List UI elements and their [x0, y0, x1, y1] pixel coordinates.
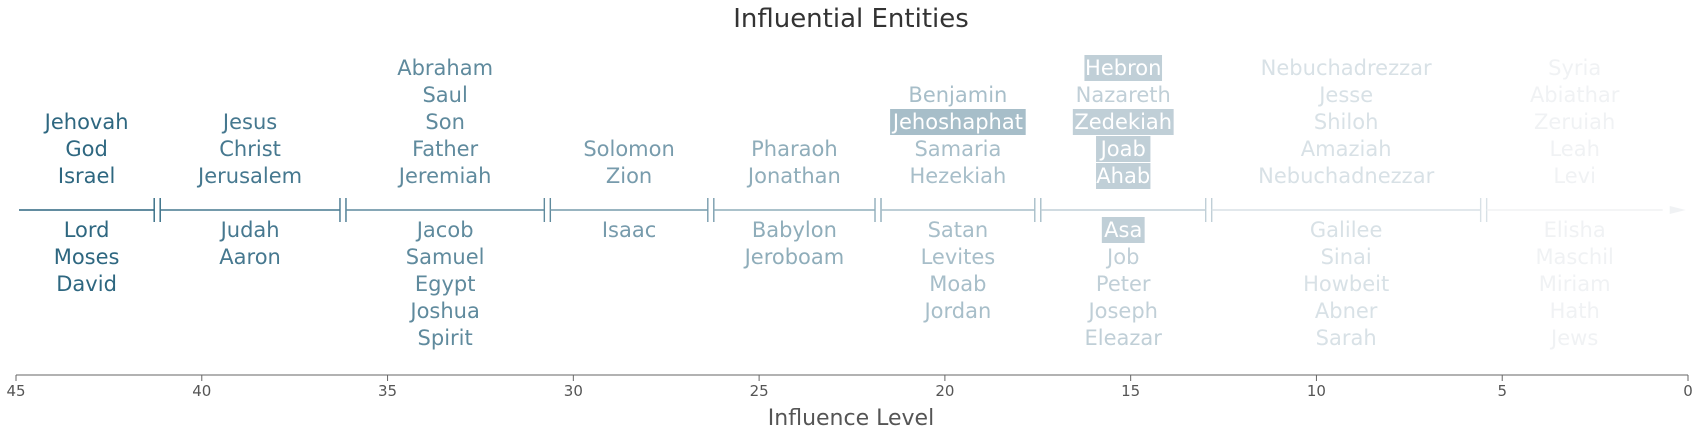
entity-label-saul: Saul	[422, 83, 467, 107]
x-tick-label: 40	[192, 382, 211, 400]
entity-label-isaac: Isaac	[602, 218, 656, 242]
entity-label-job: Job	[1105, 245, 1139, 269]
entity-label-samaria: Samaria	[914, 137, 1001, 161]
entity-highlight	[1096, 136, 1151, 162]
entity-label-son: Son	[425, 110, 465, 134]
entity-label-jeroboam: Jeroboam	[743, 245, 845, 269]
entity-highlight	[1084, 55, 1163, 81]
entity-label-miriam: Miriam	[1539, 272, 1611, 296]
entity-label-hezekiah: Hezekiah	[909, 164, 1006, 188]
entity-highlight	[890, 109, 1026, 135]
entity-label-jeremiah: Jeremiah	[397, 164, 492, 188]
entity-label-spirit: Spirit	[418, 326, 473, 350]
entity-label-joseph: Joseph	[1086, 299, 1158, 323]
x-tick-label: 30	[564, 382, 583, 400]
entity-label-zion: Zion	[606, 164, 652, 188]
entity-label-maschil: Maschil	[1535, 245, 1613, 269]
entity-label-jesse: Jesse	[1317, 83, 1373, 107]
x-tick-label: 5	[1497, 382, 1507, 400]
chart-title: Influential Entities	[733, 4, 969, 34]
x-tick-label: 25	[750, 382, 769, 400]
x-tick-label: 20	[935, 382, 954, 400]
entity-label-nazareth: Nazareth	[1076, 83, 1171, 107]
entity-label-asa: Asa	[1104, 218, 1142, 242]
entity-label-david: David	[56, 272, 117, 296]
entity-label-elisha: Elisha	[1544, 218, 1606, 242]
entity-label-joab: Joab	[1099, 137, 1146, 161]
entity-highlight	[1096, 163, 1151, 189]
entity-label-ahab: Ahab	[1096, 164, 1150, 188]
entity-label-galilee: Galilee	[1310, 218, 1383, 242]
x-tick-label: 10	[1307, 382, 1326, 400]
entity-label-judah: Judah	[219, 218, 280, 242]
entity-label-sarah: Sarah	[1316, 326, 1377, 350]
entity-label-shiloh: Shiloh	[1314, 110, 1378, 134]
entity-label-israel: Israel	[58, 164, 115, 188]
entity-label-moses: Moses	[54, 245, 120, 269]
x-tick-label: 35	[378, 382, 397, 400]
entity-label-joshua: Joshua	[408, 299, 479, 323]
entity-label-levi: Levi	[1553, 164, 1596, 188]
entity-label-god: God	[65, 137, 107, 161]
entity-label-jehovah: Jehovah	[43, 110, 129, 134]
entity-label-satan: Satan	[928, 218, 989, 242]
entity-label-lord: Lord	[64, 218, 110, 242]
entity-label-hebron: Hebron	[1085, 56, 1161, 80]
entity-label-solomon: Solomon	[583, 137, 674, 161]
entity-label-zedekiah: Zedekiah	[1074, 110, 1172, 134]
entity-label-nebuchadnezzar: Nebuchadnezzar	[1258, 164, 1434, 188]
x-tick-label: 15	[1121, 382, 1140, 400]
entity-label-amaziah: Amaziah	[1301, 137, 1392, 161]
x-tick-label: 45	[6, 382, 25, 400]
entity-label-nebuchadrezzar: Nebuchadrezzar	[1261, 56, 1432, 80]
timeline-layer: Jehovah God Israel Lord Moses David Jesus Chris…	[19, 55, 1686, 350]
entity-label-babylon: Babylon	[752, 218, 837, 242]
entity-label-christ: Christ	[219, 137, 281, 161]
entity-label-jacob: Jacob	[415, 218, 474, 242]
entity-label-egypt: Egypt	[415, 272, 476, 296]
entity-label-jews: Jews	[1549, 326, 1598, 350]
entity-label-jonathan: Jonathan	[746, 164, 841, 188]
x-axis-label: Influence Level	[768, 406, 934, 431]
entity-label-father: Father	[412, 137, 478, 161]
entity-label-abraham: Abraham	[397, 56, 493, 80]
entity-label-jordan: Jordan	[922, 299, 991, 323]
entity-label-zeruiah: Zeruiah	[1534, 110, 1615, 134]
entity-label-abiathar: Abiathar	[1530, 83, 1620, 107]
entity-label-jesus: Jesus	[221, 110, 277, 134]
entity-label-jehoshaphat: Jehoshaphat	[891, 110, 1023, 134]
timeline-arrow	[1669, 206, 1686, 214]
entity-label-eleazar: Eleazar	[1085, 326, 1163, 350]
entity-label-samuel: Samuel	[406, 245, 485, 269]
entity-label-jerusalem: Jerusalem	[196, 164, 302, 188]
entity-label-peter: Peter	[1096, 272, 1151, 296]
entity-label-leah: Leah	[1549, 137, 1599, 161]
entity-label-hath: Hath	[1550, 299, 1600, 323]
entity-label-syria: Syria	[1548, 56, 1601, 80]
entity-label-levites: Levites	[921, 245, 996, 269]
entity-highlight	[1072, 109, 1174, 135]
x-axis: 45 40 35 30 25 20 15 10 5 0	[6, 374, 1693, 400]
entity-label-sinai: Sinai	[1321, 245, 1372, 269]
entity-label-moab: Moab	[929, 272, 986, 296]
x-tick-label: 0	[1683, 382, 1693, 400]
entity-label-benjamin: Benjamin	[908, 83, 1007, 107]
entity-highlight	[1101, 217, 1145, 243]
entity-label-howbeit: Howbeit	[1303, 272, 1389, 296]
entity-label-pharaoh: Pharaoh	[751, 137, 838, 161]
entity-label-abner: Abner	[1315, 299, 1378, 323]
entity-label-aaron: Aaron	[219, 245, 281, 269]
